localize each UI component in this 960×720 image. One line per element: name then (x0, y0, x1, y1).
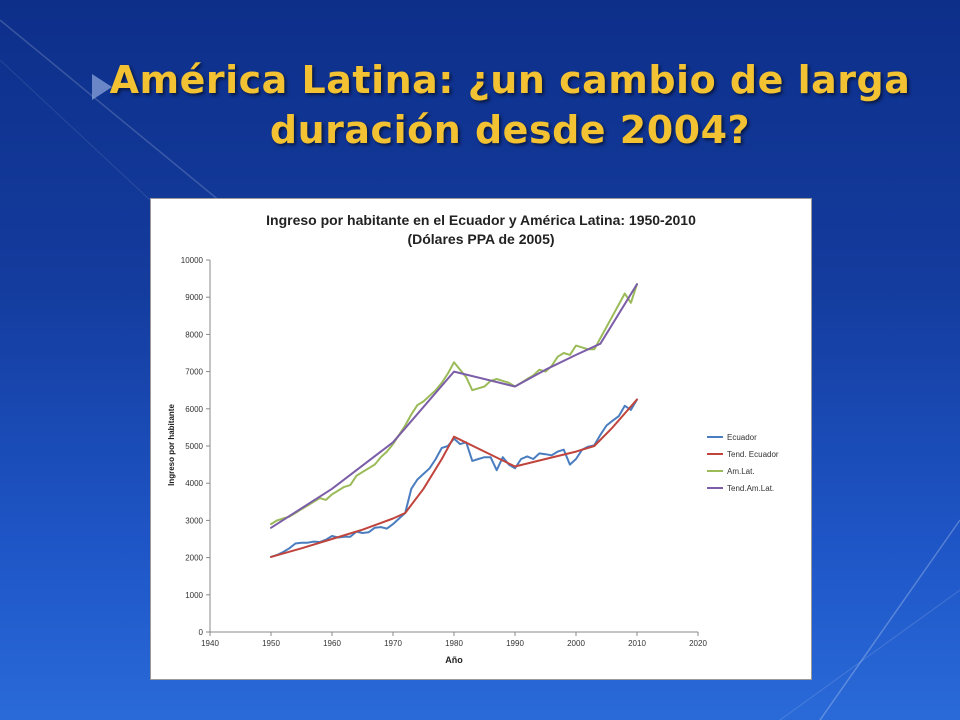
line-chart: Ingreso por habitante en el Ecuador y Am… (167, 212, 779, 665)
y-tick-label: 9000 (185, 293, 203, 302)
chart-series (270, 283, 638, 558)
bullet-arrow-icon (92, 74, 112, 100)
legend-label: Am.Lat. (727, 467, 755, 476)
x-axis-label: Año (445, 655, 463, 665)
x-tick-label: 2020 (689, 639, 707, 648)
x-tick-label: 2010 (628, 639, 646, 648)
decor-line (779, 589, 960, 720)
y-tick-label: 0 (199, 628, 204, 637)
y-tick-label: 1000 (185, 591, 203, 600)
chart-card: Ingreso por habitante en el Ecuador y Am… (150, 198, 812, 680)
chart-axes: 0 1000 2000 3000 4000 5000 6000 7000 8000 9000 100… (181, 256, 708, 648)
y-tick-label: 7000 (185, 368, 203, 377)
legend-label: Tend. Ecuador (727, 450, 779, 459)
x-tick-label: 1940 (201, 639, 219, 648)
legend-label: Tend.Am.Lat. (727, 484, 774, 493)
y-tick-label: 10000 (181, 256, 204, 265)
slide-title: América Latina: ¿un cambio de larga dura… (90, 55, 930, 155)
x-tick-label: 1990 (506, 639, 524, 648)
y-tick-label: 5000 (185, 442, 203, 451)
chart-subtitle: (Dólares PPA de 2005) (407, 231, 554, 247)
slide-title-line-1: América Latina: ¿un cambio de larga (109, 58, 911, 102)
y-axis-label: Ingreso por habitante (167, 404, 176, 486)
y-tick-label: 2000 (185, 554, 203, 563)
y-tick-label: 4000 (185, 479, 203, 488)
y-tick-label: 8000 (185, 330, 203, 339)
x-tick-label: 1970 (384, 639, 402, 648)
chart-legend: Ecuador Tend. Ecuador Am.Lat. Tend.Am.Lat. (707, 433, 779, 493)
x-tick-label: 1950 (262, 639, 280, 648)
x-tick-label: 2000 (567, 639, 585, 648)
x-tick-label: 1960 (323, 639, 341, 648)
y-tick-label: 6000 (185, 405, 203, 414)
series-line-am-lat (270, 283, 638, 526)
legend-label: Ecuador (727, 433, 757, 442)
x-tick-label: 1980 (445, 639, 463, 648)
series-line-tend-ecuador (270, 398, 638, 558)
slide-title-line-2: duración desde 2004? (269, 108, 751, 152)
series-line-ecuador (270, 398, 638, 558)
y-tick-label: 3000 (185, 516, 203, 525)
decor-line (819, 519, 960, 720)
chart-title: Ingreso por habitante en el Ecuador y Am… (266, 212, 696, 228)
series-line-tend-am-lat (270, 283, 638, 529)
